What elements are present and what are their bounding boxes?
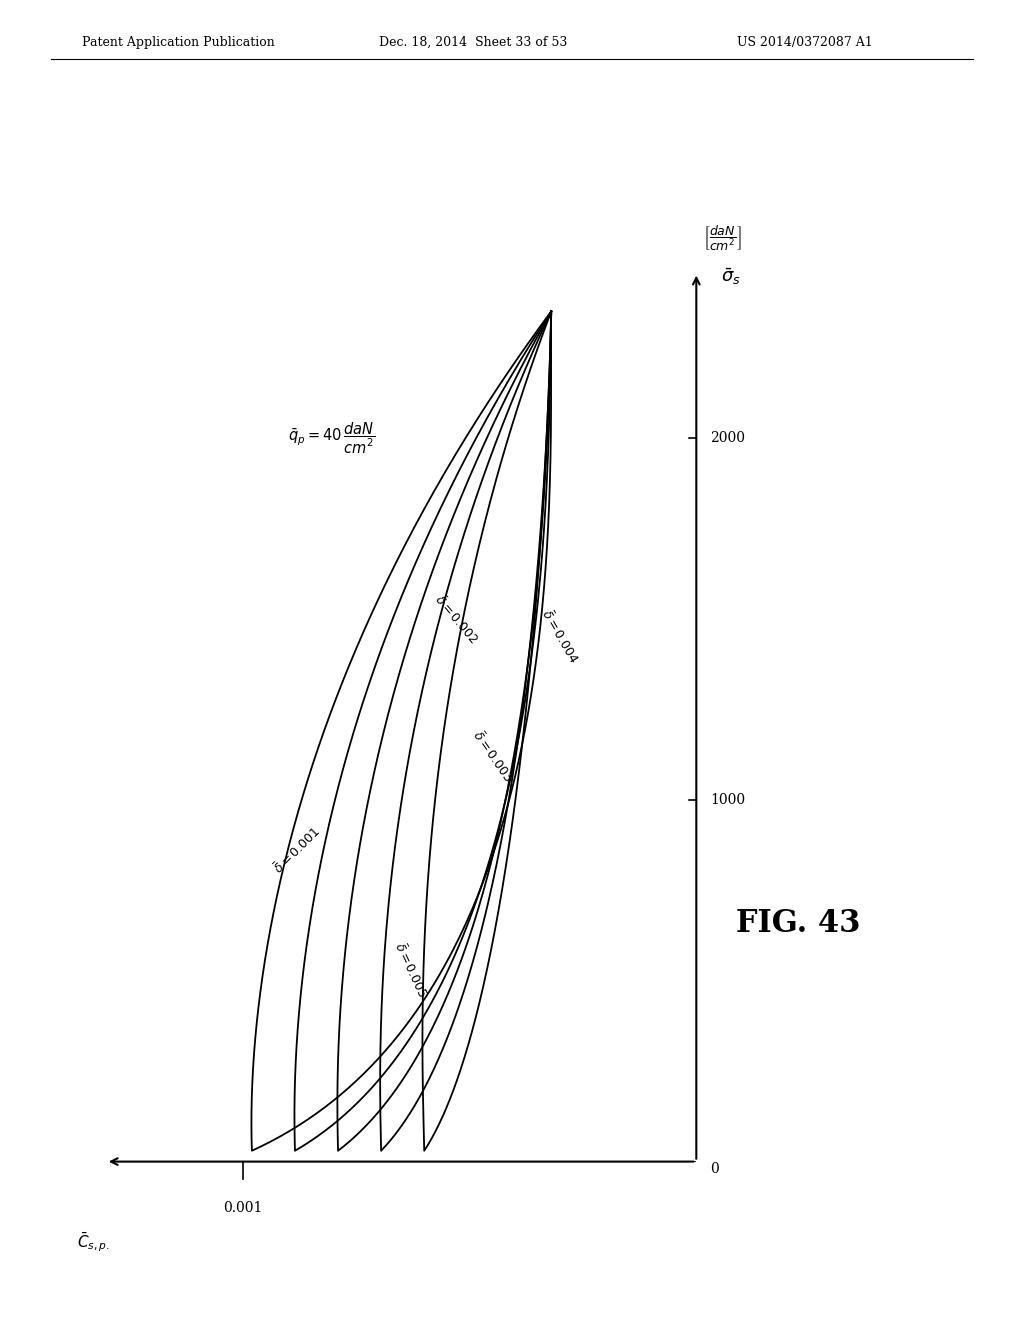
- Text: 0.001: 0.001: [223, 1201, 262, 1214]
- Text: Patent Application Publication: Patent Application Publication: [82, 36, 274, 49]
- Text: 2000: 2000: [711, 432, 745, 445]
- Text: US 2014/0372087 A1: US 2014/0372087 A1: [737, 36, 873, 49]
- Text: $\bar{\delta}=0.005$: $\bar{\delta}=0.005$: [391, 940, 430, 1001]
- Text: $\bar{\delta}=0.002$: $\bar{\delta}=0.002$: [431, 591, 481, 647]
- Text: $\bar{\delta}=0.004$: $\bar{\delta}=0.004$: [539, 607, 582, 667]
- Text: $\bar{C}_{s,p.}$: $\bar{C}_{s,p.}$: [77, 1230, 110, 1254]
- Text: $\bar{\delta}=0.001$: $\bar{\delta}=0.001$: [270, 824, 324, 876]
- Text: $\bar{q}_p = 40\,\dfrac{daN}{cm^2}$: $\bar{q}_p = 40\,\dfrac{daN}{cm^2}$: [288, 420, 376, 455]
- Text: $\bar{\delta}=0.003$: $\bar{\delta}=0.003$: [469, 727, 516, 785]
- Text: Dec. 18, 2014  Sheet 33 of 53: Dec. 18, 2014 Sheet 33 of 53: [379, 36, 567, 49]
- Text: $\bar{\sigma}_s$: $\bar{\sigma}_s$: [721, 267, 741, 288]
- Text: 1000: 1000: [711, 793, 745, 807]
- Text: 0: 0: [711, 1162, 719, 1176]
- Text: $\left[\dfrac{daN}{cm^2}\right]$: $\left[\dfrac{daN}{cm^2}\right]$: [702, 224, 741, 253]
- Text: FIG. 43: FIG. 43: [736, 908, 861, 940]
